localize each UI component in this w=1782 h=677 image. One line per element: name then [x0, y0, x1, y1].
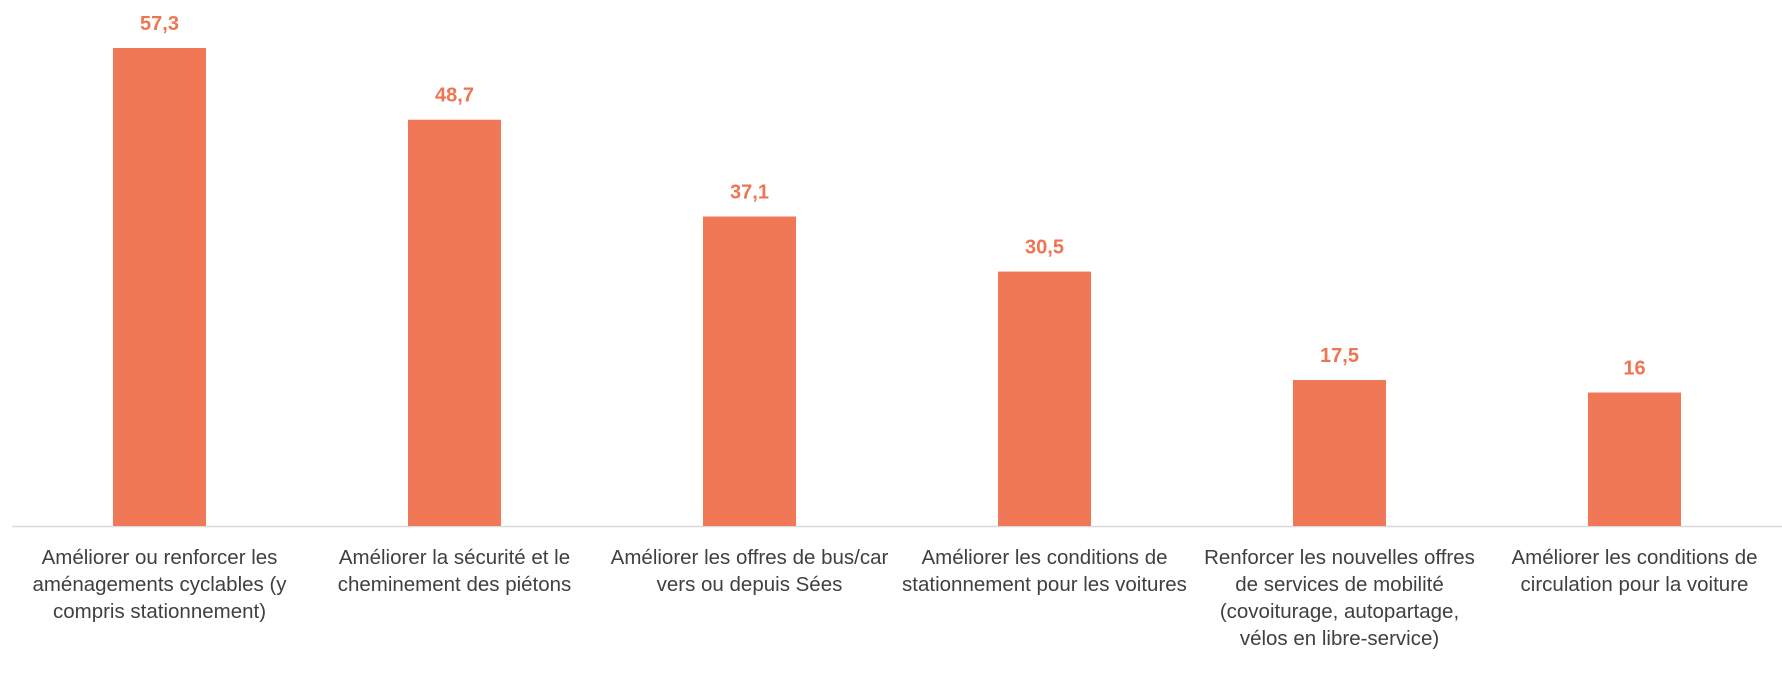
bar [113, 48, 206, 526]
x-tick-label: Améliorer les conditions de circulation … [1511, 546, 1758, 596]
x-tick-label: Améliorer la sécurité et le cheminement … [337, 546, 572, 596]
bar [408, 119, 501, 527]
bar [1588, 392, 1681, 526]
bar [1293, 380, 1386, 526]
bar [703, 216, 796, 527]
value-label: 37,1 [730, 182, 769, 204]
x-tick-label: Renforcer les nouvelles offres de servic… [1204, 546, 1475, 650]
value-label: 16 [1623, 358, 1645, 380]
value-label: 17,5 [1320, 345, 1359, 367]
value-label: 30,5 [1025, 237, 1064, 259]
x-tick-label: Améliorer ou renforcer les aménagements … [32, 546, 287, 623]
value-label: 57,3 [140, 13, 179, 35]
x-tick-label: Améliorer les offres de bus/car vers ou … [610, 546, 889, 596]
bar [998, 271, 1091, 526]
x-tick-label: Améliorer les conditions de stationnemen… [902, 546, 1187, 596]
value-label: 48,7 [435, 85, 474, 107]
